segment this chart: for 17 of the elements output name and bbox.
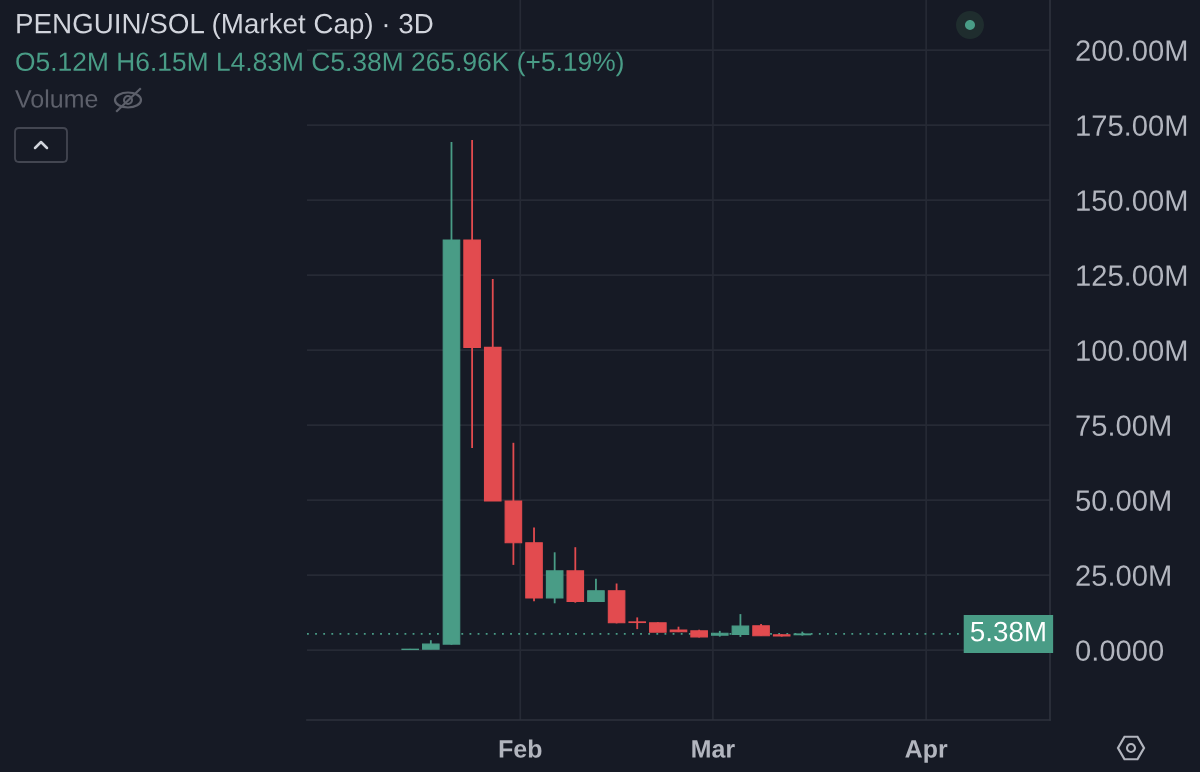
y-tick-label: 125.00M [1077, 265, 1187, 286]
chart-title: PENGUIN/SOL (Market Cap) · 3D [17, 13, 433, 39]
candlestick [628, 616, 647, 631]
y-tick-label: 75.00M [1076, 415, 1170, 436]
y-tick-label: 200.00M [1076, 40, 1187, 61]
y-tick-label: 100.00M [1077, 340, 1187, 361]
y-tick-label: 0.0000 [1076, 640, 1164, 661]
y-tick-label: 150.00M [1077, 190, 1187, 211]
x-tick-label: Feb [499, 739, 542, 758]
text: Volume [15, 89, 98, 108]
y-tick-label: 175.00M [1077, 115, 1187, 136]
x-tick-label: Mar [692, 740, 735, 758]
y-tick-label: 50.00M [1076, 490, 1170, 511]
x-tick-label: Apr [905, 740, 948, 763]
text: O5.12M H6.15M L4.83M C5.38M 265.96K (+5.19%) [16, 51, 623, 77]
ref-line-label: 5.38M [970, 621, 1045, 642]
y-tick-label: 25.00M [1076, 565, 1170, 586]
